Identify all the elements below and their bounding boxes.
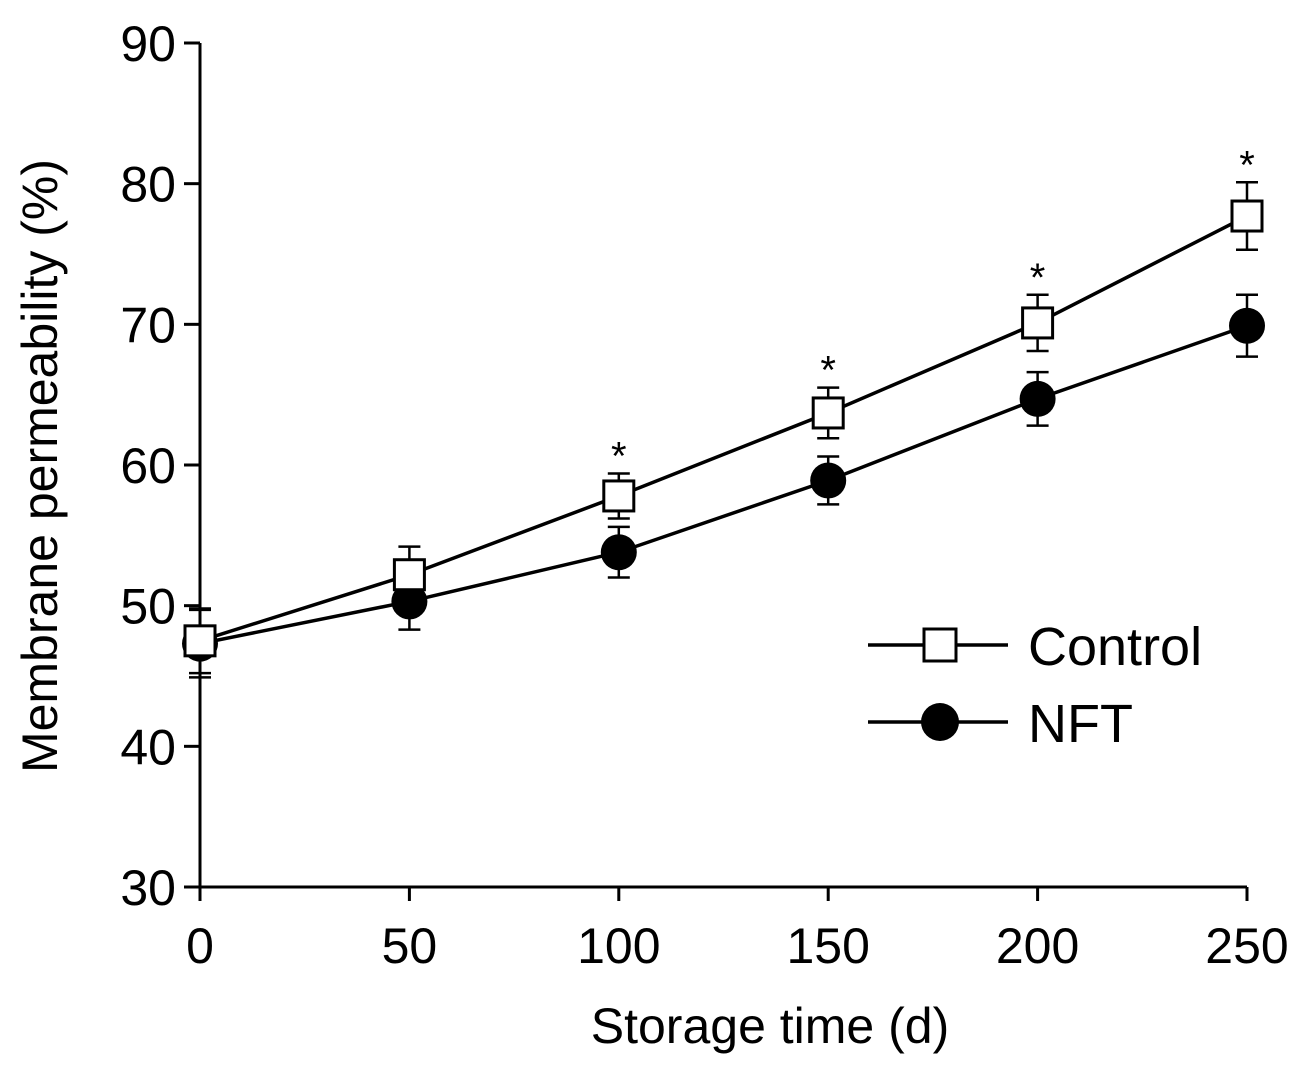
series-control [183, 181, 1264, 675]
data-point-nft [600, 534, 637, 571]
data-point-control [1230, 199, 1264, 233]
legend-marker-control [922, 627, 958, 663]
y-tick-label: 90 [120, 16, 176, 72]
legend: Control NFT [868, 617, 1202, 754]
series-layer [182, 181, 1265, 679]
y-tick-label: 40 [120, 719, 176, 775]
significance-marker: * [1030, 256, 1046, 300]
legend-marker-nft [921, 703, 959, 741]
data-point-control [811, 396, 845, 430]
y-tick-label: 70 [120, 297, 176, 353]
x-tick-label: 250 [1205, 918, 1288, 974]
series-line-nft [199, 324, 1248, 646]
data-point-control [183, 624, 217, 658]
series-nft [182, 293, 1265, 679]
axes: 30 40 50 60 70 80 90 0 50 100 150 200 250 [120, 16, 1288, 974]
annotations: * * * * [611, 143, 1255, 478]
x-axis-title: Storage time (d) [591, 998, 949, 1054]
legend-label-control: Control [1028, 617, 1202, 677]
significance-marker: * [820, 349, 836, 393]
y-axis-title: Membrane permeability (%) [12, 159, 68, 773]
legend-label-nft: NFT [1028, 694, 1133, 754]
x-tick-label: 0 [186, 918, 214, 974]
x-tick-label: 50 [382, 918, 438, 974]
y-tick-label: 30 [120, 860, 176, 916]
y-tick-label: 60 [120, 438, 176, 494]
significance-marker: * [1239, 143, 1255, 187]
data-point-nft [1019, 380, 1056, 417]
data-point-control [1021, 306, 1055, 340]
data-point-nft [1229, 307, 1265, 344]
y-tick-label: 50 [120, 579, 176, 635]
data-point-control [602, 479, 636, 513]
y-tick-label: 80 [120, 157, 176, 213]
x-tick-label: 150 [786, 918, 869, 974]
data-point-control [392, 558, 426, 592]
series-line-control [199, 214, 1248, 643]
data-point-nft [810, 462, 847, 499]
significance-marker: * [611, 434, 627, 478]
x-tick-label: 100 [577, 918, 660, 974]
x-tick-label: 200 [996, 918, 1079, 974]
